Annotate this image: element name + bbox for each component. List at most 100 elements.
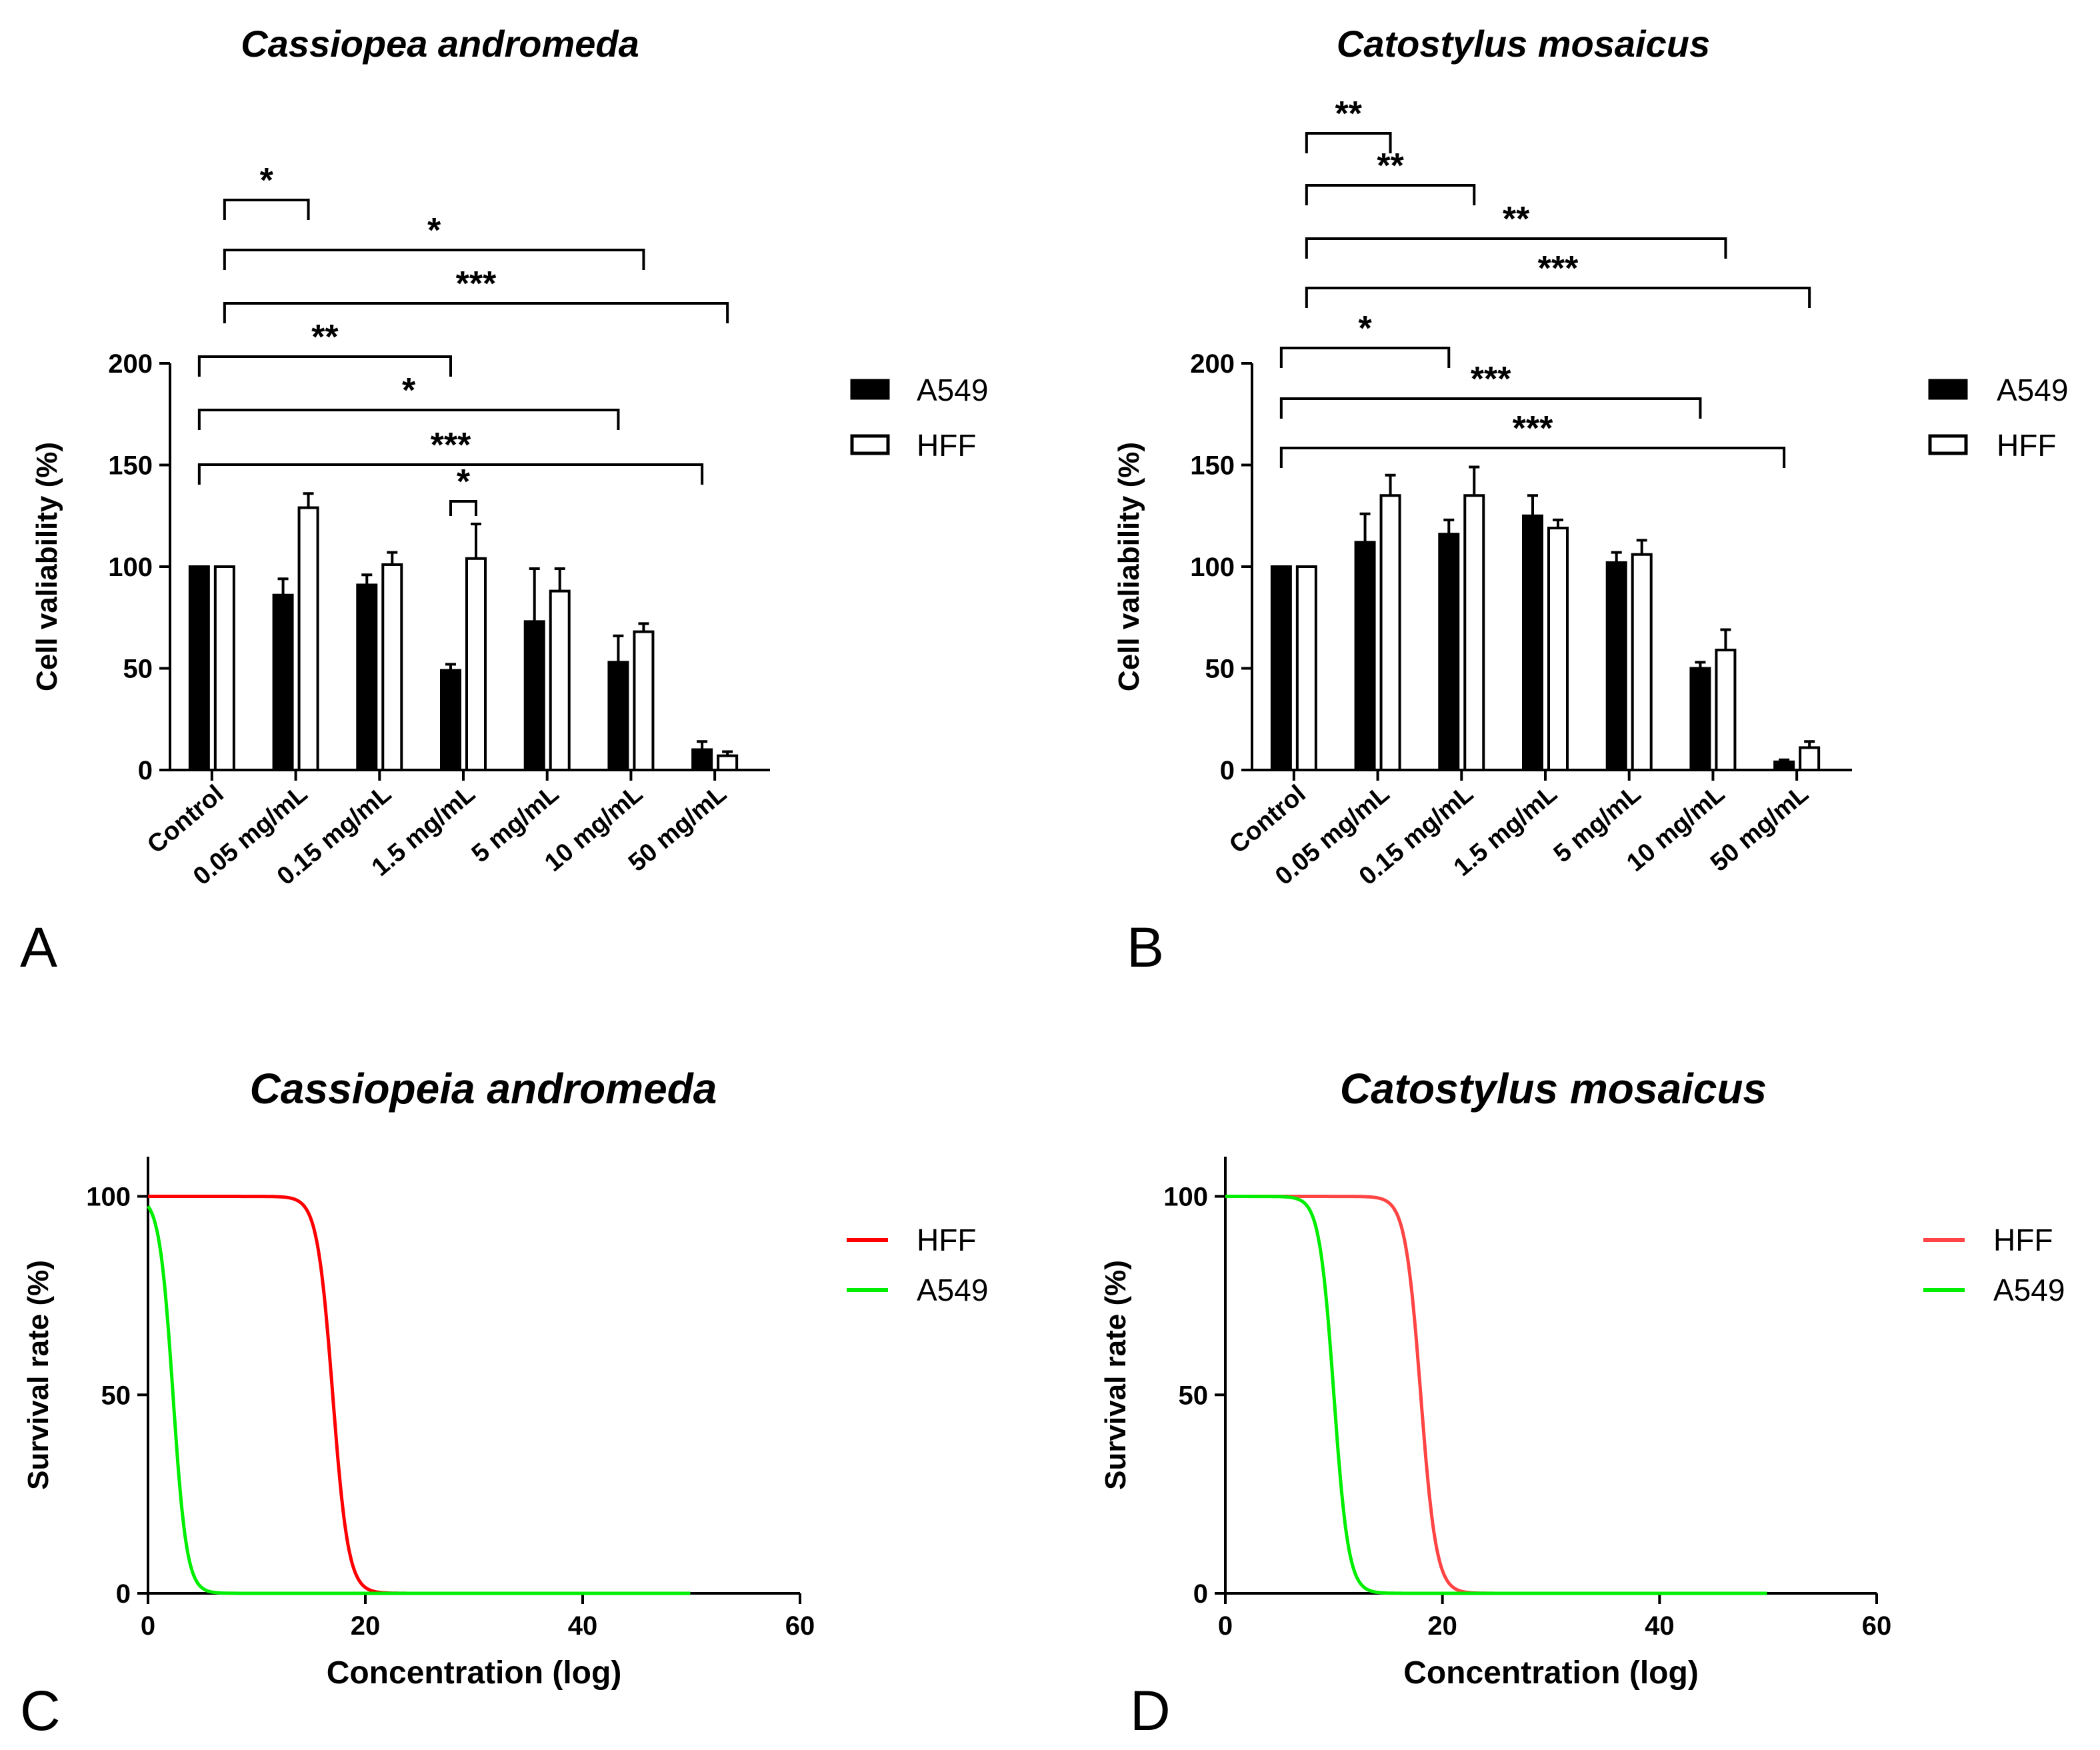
y-tick-label: 0 bbox=[1220, 756, 1235, 785]
bar-a549 bbox=[440, 669, 461, 771]
bar-a549 bbox=[607, 661, 629, 771]
y-axis-label: Cell valiability (%) bbox=[31, 442, 63, 691]
legend-swatch-a549 bbox=[850, 379, 890, 400]
panel-label: A bbox=[20, 916, 57, 979]
bar-a549 bbox=[1605, 561, 1627, 772]
x-tick-label: 20 bbox=[1427, 1611, 1457, 1641]
y-axis-label: Survival rate (%) bbox=[1099, 1260, 1132, 1490]
significance-bracket bbox=[1279, 397, 1702, 419]
bar-a549 bbox=[691, 748, 713, 771]
y-tick-label: 50 bbox=[1179, 1381, 1209, 1410]
significance-label: ** bbox=[1335, 95, 1362, 133]
y-tick-label: 150 bbox=[108, 451, 153, 481]
x-tick-label: 0 bbox=[141, 1611, 155, 1641]
bar-hff bbox=[1379, 494, 1401, 771]
significance-label: ** bbox=[311, 318, 339, 357]
y-tick-label: 100 bbox=[108, 553, 153, 582]
bar-hff bbox=[1295, 565, 1317, 771]
bar-hff bbox=[1547, 527, 1569, 771]
chart-title: Catostylus mosaicus bbox=[1337, 23, 1710, 65]
significance-bracket bbox=[1305, 237, 1727, 259]
bar-hff bbox=[717, 754, 739, 772]
bar-hff bbox=[1715, 649, 1737, 771]
significance-bracket bbox=[223, 199, 310, 220]
significance-bracket bbox=[197, 355, 452, 377]
bar-hff bbox=[381, 563, 403, 771]
bar-hff bbox=[1631, 553, 1653, 771]
y-tick-label: 100 bbox=[1190, 553, 1235, 582]
bar-a549 bbox=[1689, 667, 1711, 771]
y-tick-label: 150 bbox=[1190, 451, 1235, 481]
curve-hff bbox=[1225, 1195, 1767, 1595]
significance-bracket bbox=[1305, 287, 1811, 308]
significance-bracket bbox=[197, 463, 704, 485]
legend-label-a549: A549 bbox=[1993, 1273, 2065, 1307]
significance-label: ** bbox=[1377, 147, 1404, 185]
line-chart-c: Cassiopeia andromeda C 0 50 100 0 20 40 60 Surviv… bbox=[20, 1065, 988, 1742]
y-tick-label: 100 bbox=[86, 1183, 131, 1212]
y-axis-label: Cell valiability (%) bbox=[1113, 442, 1145, 691]
significance-bracket bbox=[1279, 347, 1451, 368]
curve-a549 bbox=[146, 1205, 691, 1595]
significance-bracket bbox=[1279, 447, 1786, 468]
bar-a549 bbox=[356, 583, 378, 771]
y-tick-label: 0 bbox=[116, 1579, 131, 1609]
y-axis-label: Survival rate (%) bbox=[22, 1260, 55, 1490]
significance-bracket bbox=[223, 249, 645, 270]
significance-bracket bbox=[1305, 184, 1476, 205]
panel-label: D bbox=[1130, 1679, 1171, 1742]
significance-bracket bbox=[223, 302, 729, 323]
panel-label: B bbox=[1127, 916, 1164, 979]
y-tick-label: 200 bbox=[1190, 349, 1235, 379]
bar-a549 bbox=[1773, 760, 1795, 772]
significance-bracket bbox=[449, 500, 477, 516]
legend-label-hff: HFF bbox=[917, 428, 976, 463]
bar-hff bbox=[465, 557, 487, 771]
bar-a549 bbox=[1522, 514, 1543, 771]
chart-title: Cassiopeia andromeda bbox=[250, 1065, 717, 1113]
bar-hff bbox=[297, 506, 319, 771]
legend-label-a549: A549 bbox=[917, 1273, 988, 1307]
bar-hff bbox=[1463, 494, 1485, 771]
significance-label: * bbox=[457, 463, 471, 501]
legend-label-a549: A549 bbox=[917, 373, 988, 407]
curve-a549 bbox=[1225, 1195, 1767, 1595]
bar-a549 bbox=[523, 620, 545, 771]
curve-hff bbox=[148, 1195, 691, 1595]
bar-a549 bbox=[1438, 533, 1460, 771]
y-tick-label: 200 bbox=[108, 349, 153, 379]
x-tick-label: 40 bbox=[1645, 1611, 1675, 1641]
y-tick-label: 0 bbox=[138, 756, 153, 785]
x-tick-label: 60 bbox=[785, 1611, 815, 1641]
bar-hff bbox=[549, 589, 571, 771]
significance-bracket bbox=[197, 409, 620, 430]
x-tick-label: 0 bbox=[1218, 1611, 1233, 1641]
legend-label-hff: HFF bbox=[1997, 428, 2056, 463]
y-tick-label: 0 bbox=[1193, 1579, 1208, 1609]
significance-label: *** bbox=[1513, 409, 1553, 448]
significance-label: *** bbox=[1538, 249, 1579, 288]
legend-label-hff: HFF bbox=[1993, 1223, 2053, 1257]
x-tick-label: 20 bbox=[351, 1611, 381, 1641]
bar-a549 bbox=[1354, 541, 1376, 772]
x-tick-label: 60 bbox=[1862, 1611, 1892, 1641]
legend-swatch-hff bbox=[850, 434, 890, 455]
y-tick-label: 50 bbox=[101, 1381, 131, 1410]
bar-hff bbox=[213, 565, 235, 771]
line-chart-d: Catostylus mosaicus D 0 50 100 0 20 40 60 Surviva… bbox=[1099, 1065, 2065, 1742]
significance-label: * bbox=[427, 211, 441, 250]
significance-label: *** bbox=[431, 426, 471, 465]
panel-label: C bbox=[20, 1679, 61, 1742]
legend-swatch-a549 bbox=[1928, 379, 1968, 400]
legend-label-hff: HFF bbox=[917, 1223, 976, 1257]
significance-label: * bbox=[1358, 309, 1372, 348]
significance-label: *** bbox=[456, 265, 497, 303]
significance-label: * bbox=[260, 161, 274, 200]
x-tick-label: 40 bbox=[568, 1611, 598, 1641]
y-tick-label: 100 bbox=[1163, 1183, 1208, 1212]
bar-a549 bbox=[272, 593, 294, 771]
significance-label: * bbox=[402, 371, 416, 410]
significance-bracket bbox=[1305, 132, 1392, 153]
bar-chart-a: Cassiopea andromeda A 0 50 100 150 200 Cell val… bbox=[20, 23, 988, 979]
